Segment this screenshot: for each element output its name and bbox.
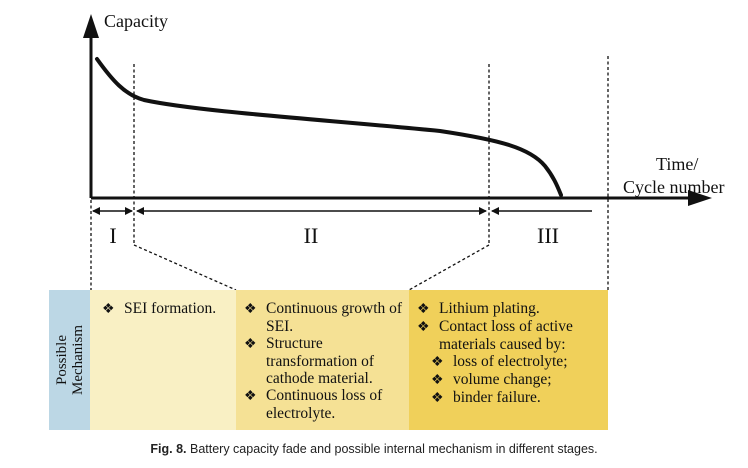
x-axis-arrowhead [688, 190, 712, 206]
diamond-bullet-icon: ❖ [244, 337, 257, 352]
caption-label: Fig. 8. [150, 442, 187, 456]
mechanism-item: ❖ Continuous loss of electrolyte. [244, 387, 383, 422]
mechanism-label-line1: Possible [53, 335, 70, 386]
stage-I-label: I [109, 223, 116, 248]
y-axis-label: Capacity [104, 11, 168, 31]
mechanism-item: ❖ Lithium plating. [417, 300, 540, 317]
stage-II-label: II [304, 223, 319, 248]
stage-I-mechanism-box: ❖ SEI formation. [90, 290, 236, 430]
stage-III-mechanism-box: ❖ Lithium plating. ❖ Contact loss of activ… [409, 290, 608, 430]
caption-text: Battery capacity fade and possible inter… [189, 442, 598, 456]
diamond-bullet-icon: ❖ [431, 373, 444, 388]
mechanism-item: ❖ Continuous growth of SEI. [244, 300, 403, 335]
possible-mechanism-label: Possible Mechanism [49, 290, 90, 430]
mechanism-subitem: ❖ binder failure. [431, 389, 541, 406]
diamond-bullet-icon: ❖ [102, 302, 115, 317]
stage-III-label: III [537, 223, 559, 248]
mechanism-item: ❖ Structure transformation of cathode mat… [244, 335, 375, 387]
diamond-bullet-icon: ❖ [417, 302, 430, 317]
stage-II-mechanism-box: ❖ Continuous growth of SEI. ❖ Structure tr… [236, 290, 409, 430]
diamond-bullet-icon: ❖ [244, 389, 257, 404]
mechanism-label-line2: Mechanism [69, 325, 86, 395]
x-axis-label-line2: Cycle number [623, 177, 724, 197]
diamond-bullet-icon: ❖ [417, 320, 430, 335]
funnel-line-right [408, 244, 490, 291]
mechanism-item: ❖ Contact loss of active materials caused… [417, 318, 573, 353]
figure-caption: Fig. 8. Battery capacity fade and possib… [0, 442, 748, 456]
capacity-curve [95, 57, 563, 197]
mechanism-subitem: ❖ volume change; [431, 371, 552, 388]
diamond-bullet-icon: ❖ [431, 355, 444, 370]
mechanism-item: ❖ SEI formation. [102, 300, 217, 317]
funnel-line-left [133, 244, 237, 291]
x-axis-label-line1: Time/ [656, 154, 698, 174]
mechanism-subitem: ❖ loss of electrolyte; [431, 353, 568, 370]
y-axis-arrowhead [83, 14, 99, 38]
diamond-bullet-icon: ❖ [244, 302, 257, 317]
diamond-bullet-icon: ❖ [431, 391, 444, 406]
